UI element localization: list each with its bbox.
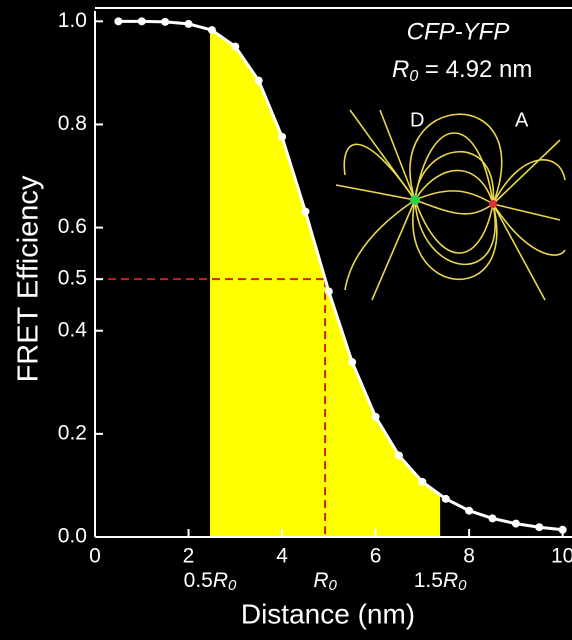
y-tick-label: 0.2 bbox=[58, 421, 87, 444]
data-point bbox=[184, 19, 193, 28]
data-point bbox=[231, 42, 240, 51]
data-point bbox=[161, 17, 170, 26]
prefix: 0.5 bbox=[184, 569, 213, 592]
y-tick-label: 0.5 bbox=[58, 267, 87, 290]
range-label: 1.5R0 bbox=[414, 569, 467, 594]
y-tick-label: 0.4 bbox=[58, 318, 88, 341]
data-point bbox=[371, 412, 380, 421]
annotation-text: = 4.92 nm bbox=[418, 56, 532, 83]
prefix: 1.5 bbox=[414, 569, 443, 592]
data-point bbox=[394, 451, 403, 460]
subscript: 0 bbox=[228, 577, 237, 594]
curve bbox=[118, 19, 563, 532]
x-tick-label: 4 bbox=[276, 545, 288, 568]
y-tick-label: 0.8 bbox=[58, 112, 87, 135]
x-tick-label: 8 bbox=[463, 545, 475, 568]
data-point bbox=[278, 132, 287, 141]
data-point bbox=[348, 358, 357, 367]
data-point bbox=[488, 514, 497, 523]
inset-diagram bbox=[335, 109, 566, 301]
data-point bbox=[324, 287, 333, 296]
data-point bbox=[301, 207, 310, 216]
subscript: 0 bbox=[458, 577, 467, 594]
x-axis-title: Distance (nm) bbox=[241, 598, 415, 629]
data-point bbox=[207, 26, 216, 35]
y-axis-title: FRET Efficiency bbox=[13, 175, 45, 382]
annotation-r0: R0 = 4.92 nm bbox=[392, 56, 532, 85]
subscript: 0 bbox=[328, 577, 337, 594]
symbol: R bbox=[443, 569, 458, 592]
x-tick-label: 6 bbox=[370, 545, 382, 568]
symbol: R bbox=[392, 56, 409, 83]
data-point bbox=[465, 506, 474, 515]
symbol: R bbox=[213, 569, 228, 592]
data-point bbox=[558, 525, 567, 534]
symbol: R bbox=[313, 569, 328, 592]
subscript: 0 bbox=[409, 68, 418, 85]
x-tick-label: 10 bbox=[551, 545, 572, 568]
data-point bbox=[441, 494, 450, 503]
range-label: 0.5R0 bbox=[184, 569, 237, 594]
x-tick-label: 2 bbox=[183, 545, 195, 568]
data-point bbox=[535, 523, 544, 532]
data-point bbox=[137, 17, 146, 26]
data-point bbox=[114, 17, 123, 26]
inset-label: D bbox=[410, 109, 424, 131]
y-tick-label: 1.0 bbox=[58, 9, 87, 32]
data-point bbox=[254, 76, 263, 85]
x-tick-label: 0 bbox=[89, 545, 101, 568]
range-label: R0 bbox=[313, 569, 337, 594]
y-tick-label: 0.6 bbox=[58, 215, 87, 238]
annotation-title: CFP-YFP bbox=[407, 18, 510, 45]
data-point bbox=[418, 477, 427, 486]
y-tick-label: 0.0 bbox=[58, 525, 87, 548]
inset-label: A bbox=[515, 109, 529, 131]
data-point bbox=[511, 519, 520, 528]
